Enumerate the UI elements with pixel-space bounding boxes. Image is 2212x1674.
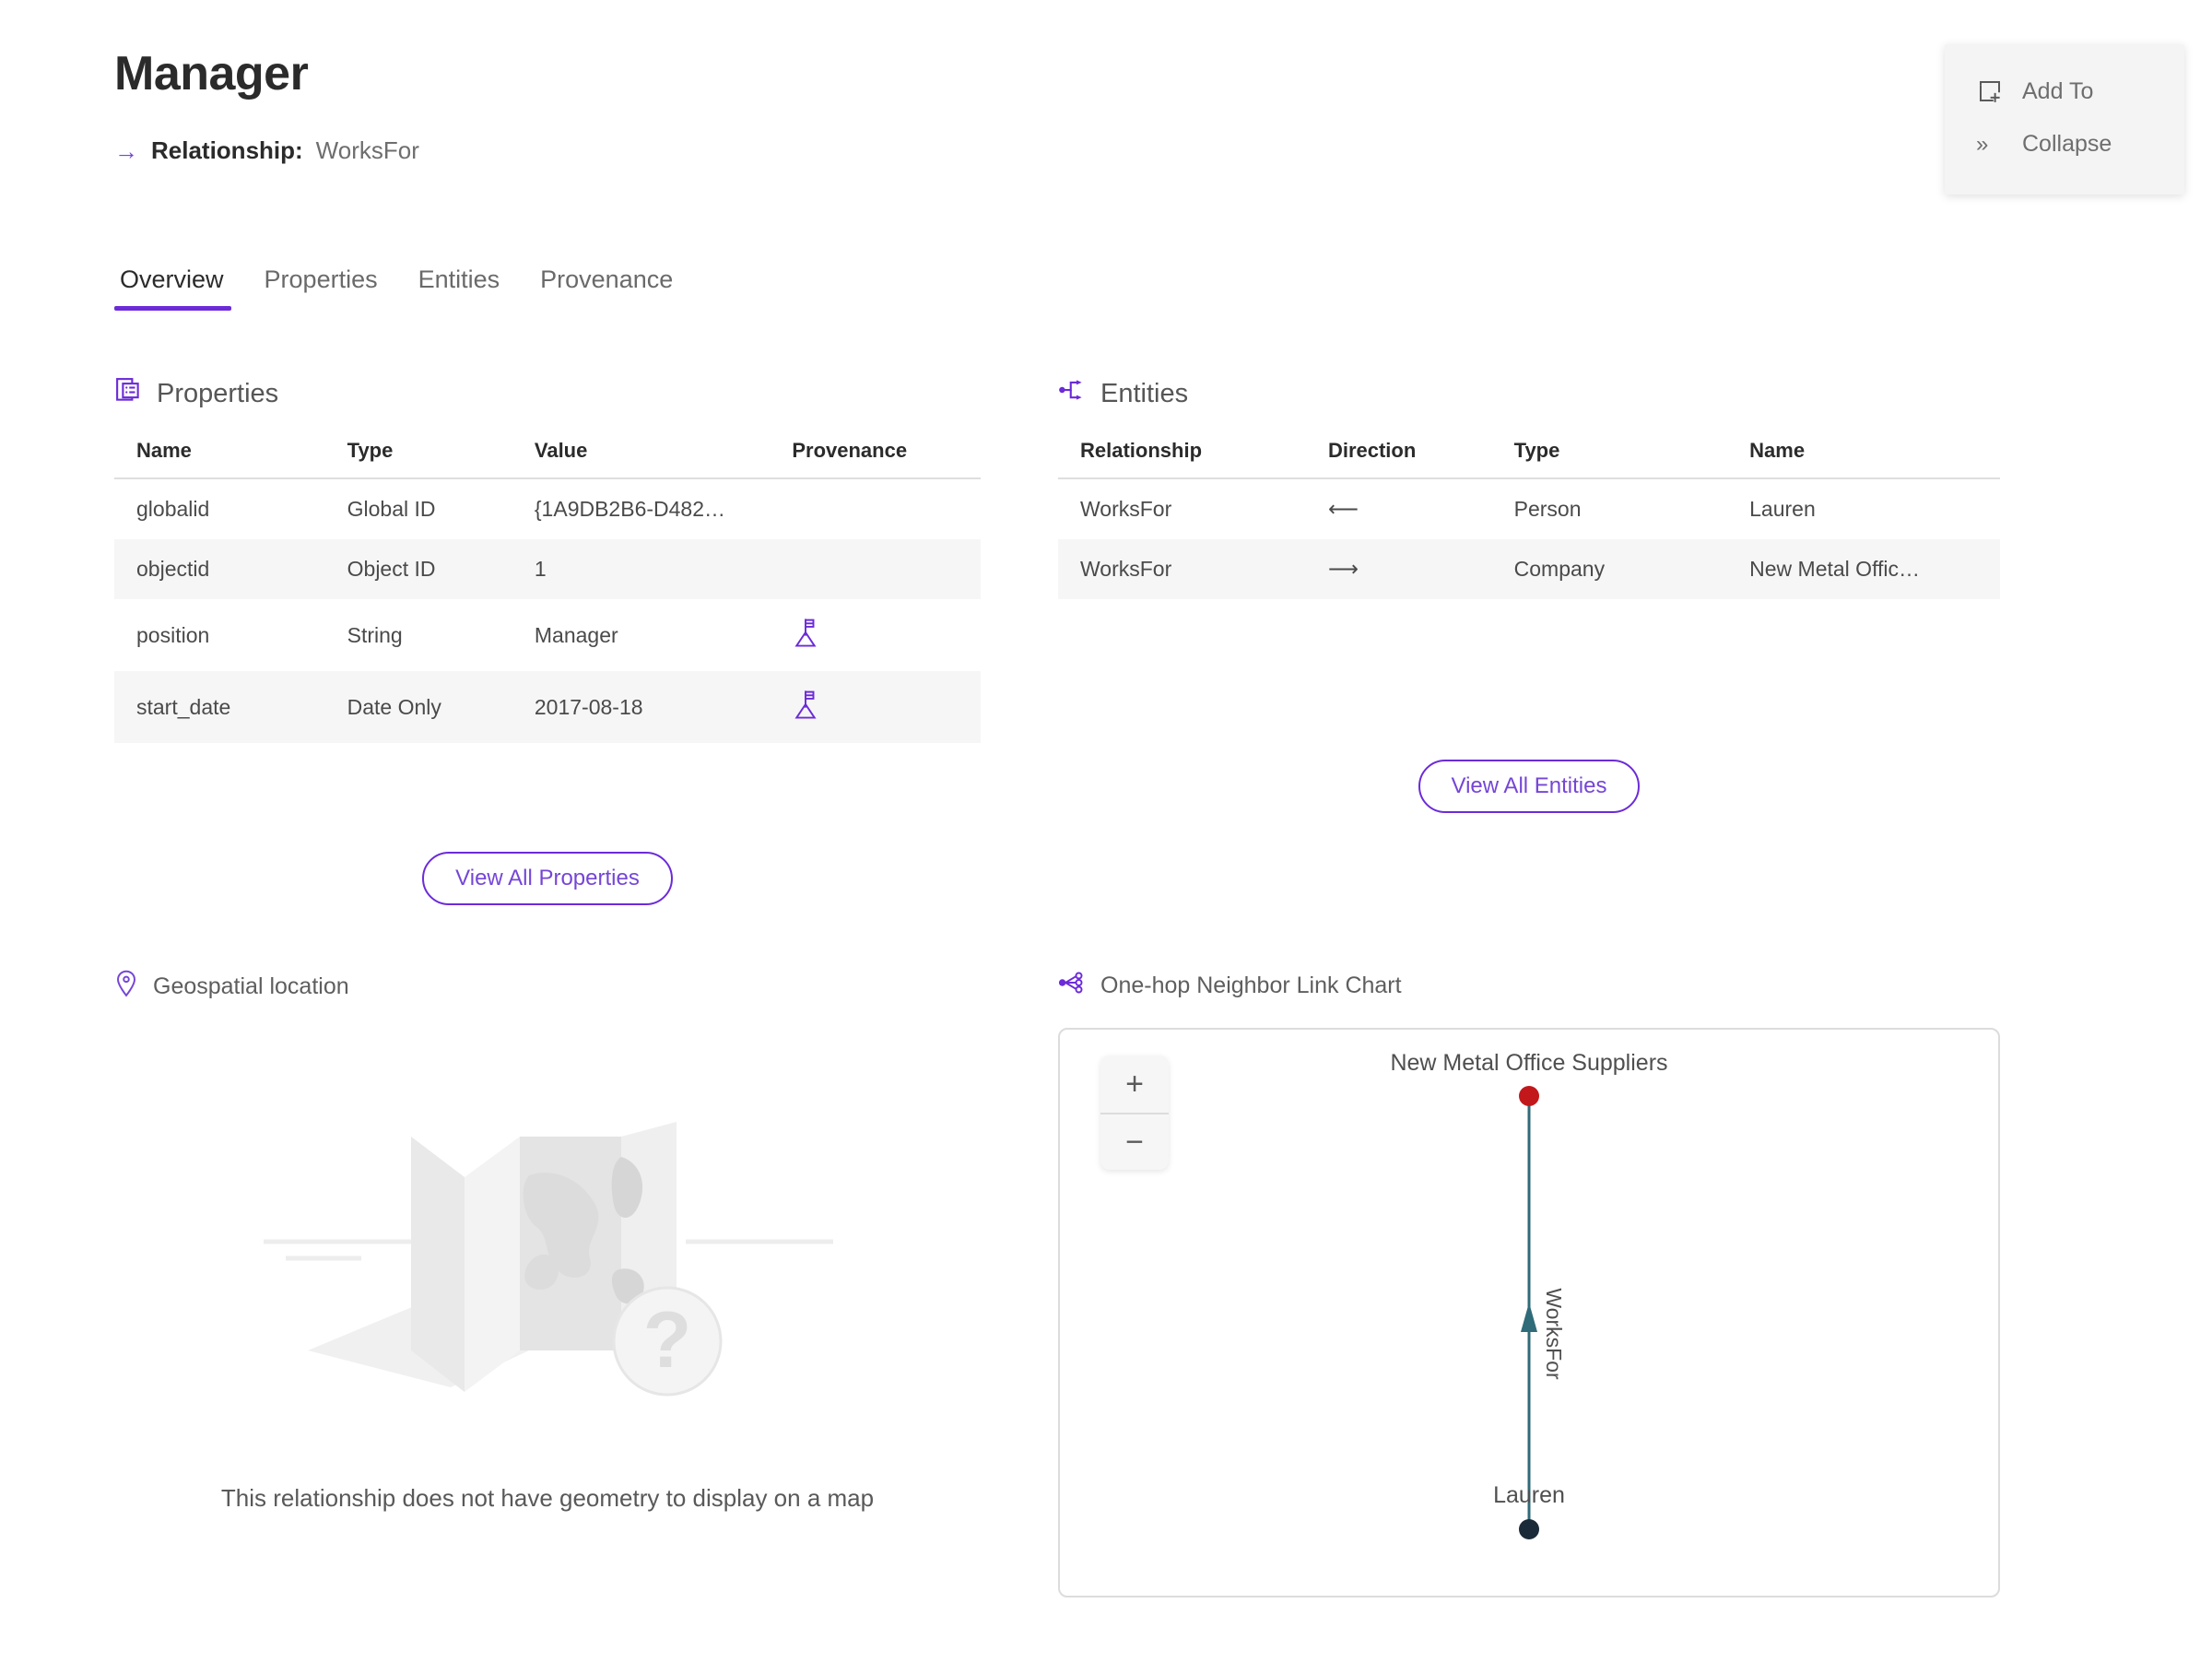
properties-col-name: Name xyxy=(114,439,325,479)
property-value: 2017-08-18 xyxy=(512,671,771,743)
link-chart-graph: New Metal Office Suppliers Lauren WorksF… xyxy=(1390,1050,1668,1539)
link-chart-heading: One-hop Neighbor Link Chart xyxy=(1058,970,2000,1002)
property-type: String xyxy=(347,622,403,647)
entity-relationship: WorksFor xyxy=(1058,539,1306,599)
detail-tabs: Overview Properties Entities Provenance xyxy=(114,265,693,311)
entity-type: Person xyxy=(1513,497,1582,521)
property-name: start_date xyxy=(114,671,325,743)
properties-section: Properties Name Type Value Provenance gl… xyxy=(114,376,981,905)
property-provenance[interactable] xyxy=(770,599,981,671)
svg-text:?: ? xyxy=(643,1296,692,1385)
location-pin-icon xyxy=(114,970,138,1004)
property-provenance[interactable] xyxy=(770,671,981,743)
properties-document-icon xyxy=(114,376,142,411)
properties-col-value: Value xyxy=(512,439,771,479)
property-name: globalid xyxy=(136,497,210,521)
tab-properties[interactable]: Properties xyxy=(264,265,378,293)
entity-name-link[interactable]: Lauren xyxy=(1749,497,1816,521)
relationship-subtitle: → Relationship: WorksFor xyxy=(114,136,419,165)
entities-table: Relationship Direction Type Name WorksFo… xyxy=(1058,439,2000,599)
properties-table-header-row: Name Type Value Provenance xyxy=(114,439,981,479)
link-chart-heading-label: One-hop Neighbor Link Chart xyxy=(1100,973,1402,998)
geospatial-heading: Geospatial location xyxy=(114,970,981,1004)
table-row[interactable]: start_date Date Only 2017-08-18 xyxy=(114,671,981,743)
link-chart-node-person-label: Lauren xyxy=(1493,1482,1565,1508)
tab-entities[interactable]: Entities xyxy=(418,265,500,293)
relationship-value: WorksFor xyxy=(315,136,419,164)
geospatial-empty-message: This relationship does not have geometry… xyxy=(220,1484,875,1512)
table-row[interactable]: position String Manager xyxy=(114,599,981,671)
tab-provenance[interactable]: Provenance xyxy=(540,265,674,293)
properties-heading-label: Properties xyxy=(157,378,279,408)
entities-heading: Entities xyxy=(1058,376,2000,411)
link-chart-section: One-hop Neighbor Link Chart + − New Meta… xyxy=(1058,970,2000,1597)
zoom-in-button[interactable]: + xyxy=(1125,1066,1144,1102)
entities-table-header-row: Relationship Direction Type Name xyxy=(1058,439,2000,479)
property-provenance xyxy=(770,539,981,599)
entity-direction-arrow-icon: ⟶ xyxy=(1305,539,1492,599)
zoom-out-button[interactable]: − xyxy=(1100,1113,1169,1170)
geospatial-section: Geospatial location xyxy=(114,970,981,1583)
entities-col-name: Name xyxy=(1727,439,2000,479)
add-to-button[interactable]: Add To xyxy=(1945,65,2184,118)
property-type: Object ID xyxy=(324,539,512,599)
entities-col-direction: Direction xyxy=(1305,439,1492,479)
property-value: {1A9DB2B6-D482… xyxy=(534,497,725,521)
link-chart-edge-arrow xyxy=(1521,1303,1537,1332)
geospatial-heading-label: Geospatial location xyxy=(153,973,349,999)
link-chart-node-person xyxy=(1519,1519,1539,1539)
properties-table: Name Type Value Provenance globalid Glob… xyxy=(114,439,981,743)
entity-name-link[interactable]: New Metal Offic… xyxy=(1727,539,2000,599)
entities-heading-label: Entities xyxy=(1100,378,1189,408)
provenance-flag-icon[interactable] xyxy=(792,690,819,725)
chevron-double-right-icon: » xyxy=(1976,131,1988,157)
table-row[interactable]: globalid Global ID {1A9DB2B6-D482… xyxy=(114,478,981,539)
table-row[interactable]: WorksFor ⟵ Person Lauren xyxy=(1058,478,2000,539)
properties-heading: Properties xyxy=(114,376,981,411)
entities-col-relationship: Relationship xyxy=(1058,439,1306,479)
empty-map-illustration: ? xyxy=(253,1074,842,1447)
properties-col-provenance: Provenance xyxy=(770,439,981,479)
entities-graph-icon xyxy=(1058,376,1086,411)
property-type: Date Only xyxy=(324,671,512,743)
arrow-right-icon: → xyxy=(114,136,138,165)
property-value: Manager xyxy=(534,622,618,647)
link-chart-node-company xyxy=(1519,1086,1539,1106)
tab-overview[interactable]: Overview xyxy=(114,265,244,311)
entities-col-type: Type xyxy=(1491,439,1728,479)
table-row[interactable]: objectid Object ID 1 xyxy=(114,539,981,599)
page-title: Manager xyxy=(114,47,309,100)
view-all-entities-button[interactable]: View All Entities xyxy=(1418,760,1641,813)
collapse-label: Collapse xyxy=(2022,131,2112,157)
relationship-label: Relationship: xyxy=(151,136,303,164)
collapse-button[interactable]: » Collapse xyxy=(1945,118,2184,171)
view-all-properties-button[interactable]: View All Properties xyxy=(422,852,673,905)
property-provenance xyxy=(770,478,981,539)
provenance-flag-icon[interactable] xyxy=(792,619,819,653)
add-to-label: Add To xyxy=(2022,77,2094,104)
entity-direction-arrow-icon: ⟵ xyxy=(1327,497,1359,521)
link-chart-node-company-label: New Metal Office Suppliers xyxy=(1390,1050,1667,1076)
property-name: objectid xyxy=(114,539,325,599)
property-value: 1 xyxy=(512,539,771,599)
properties-col-type: Type xyxy=(324,439,512,479)
entity-relationship: WorksFor xyxy=(1080,497,1172,521)
link-chart-icon xyxy=(1058,970,1086,1002)
entities-section: Entities Relationship Direction Type Nam… xyxy=(1058,376,2000,813)
zoom-controls: + − xyxy=(1100,1055,1169,1170)
link-chart-canvas[interactable]: + − New Metal Office Suppliers Lauren Wo… xyxy=(1058,1028,2000,1597)
link-chart-edge-label: WorksFor xyxy=(1542,1288,1566,1380)
add-to-icon xyxy=(1976,77,2004,105)
table-row[interactable]: WorksFor ⟶ Company New Metal Offic… xyxy=(1058,539,2000,599)
action-menu-card: Add To » Collapse xyxy=(1945,44,2184,195)
property-name: position xyxy=(136,622,210,647)
property-type: Global ID xyxy=(347,497,436,521)
geospatial-empty-state: ? This relationship does not have geomet… xyxy=(114,1030,981,1583)
entity-type: Company xyxy=(1491,539,1728,599)
